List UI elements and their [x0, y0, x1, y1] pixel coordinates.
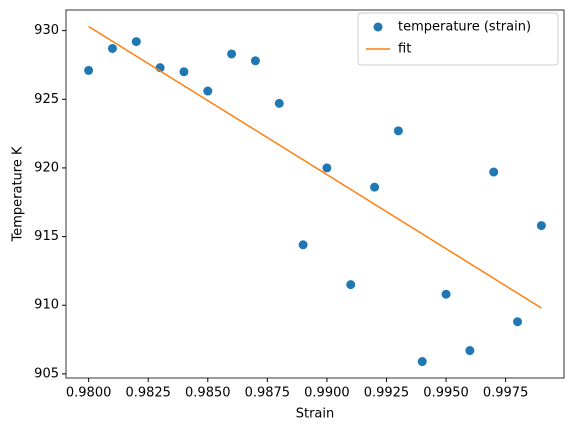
- plot-frame: [65, 9, 565, 379]
- legend-label: fit: [398, 42, 411, 57]
- scatter-point: [250, 56, 260, 66]
- x-tick-label: 0.9800: [66, 386, 112, 401]
- x-tick-label: 0.9950: [423, 386, 469, 401]
- x-tick-label: 0.9875: [245, 386, 291, 401]
- y-tick-label: 915: [34, 229, 59, 244]
- scatter-point: [203, 86, 213, 96]
- x-axis-label: Strain: [296, 407, 335, 422]
- scatter-point: [370, 182, 380, 192]
- scatter-point: [346, 280, 356, 290]
- scatter-point: [393, 126, 403, 136]
- scatter-point: [513, 317, 523, 327]
- x-tick-label: 0.9925: [364, 386, 410, 401]
- legend-label: temperature (strain): [398, 20, 531, 35]
- x-tick-label: 0.9850: [185, 386, 231, 401]
- fit-line: [88, 25, 542, 309]
- scatter-point: [274, 98, 284, 108]
- y-tick-label: 930: [34, 23, 59, 38]
- y-tick-label: 925: [34, 92, 59, 107]
- scatter-point: [227, 49, 237, 59]
- legend: temperature (strain) fit: [357, 12, 559, 66]
- scatter-point: [465, 346, 475, 356]
- y-tick-label: 920: [34, 160, 59, 175]
- x-tick-label: 0.9900: [304, 386, 350, 401]
- scatter-point: [489, 167, 499, 177]
- scatter-point: [131, 37, 141, 47]
- y-tick-label: 910: [34, 298, 59, 313]
- scatter-point: [417, 357, 427, 367]
- scatter-point: [441, 289, 451, 299]
- legend-box: [357, 12, 559, 66]
- scatter-point: [322, 163, 332, 173]
- x-tick-label: 0.9825: [125, 386, 171, 401]
- scatter-point: [298, 240, 308, 250]
- legend-marker: [373, 22, 383, 32]
- x-tick-label: 0.9975: [483, 386, 529, 401]
- y-tick-label: 905: [34, 366, 59, 381]
- scatter-point: [536, 221, 546, 231]
- scatter-point: [107, 43, 117, 53]
- scatter-point: [84, 65, 94, 75]
- y-axis-label: Temperature K: [11, 146, 26, 242]
- scatter-point: [179, 67, 189, 77]
